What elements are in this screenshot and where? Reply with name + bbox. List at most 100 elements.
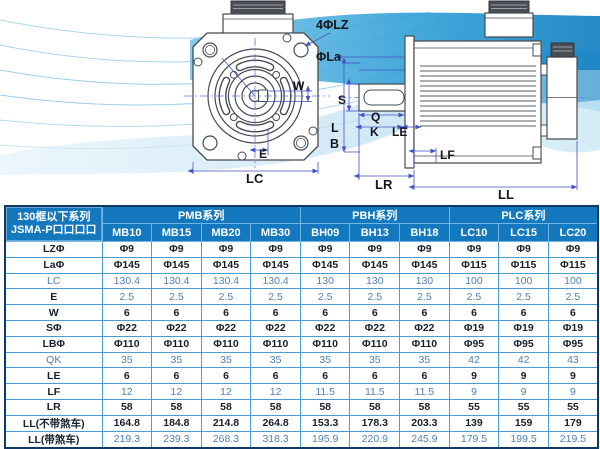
value-cell: Φ22: [101, 319, 153, 337]
value-cell: 130.4: [101, 272, 153, 290]
dim-lr: [353, 113, 415, 180]
table-row: LF 12 12 12 12 11.5 11.5 11.5 9 9 9: [4, 383, 599, 400]
value-cell: 130: [399, 272, 450, 290]
column-header: LC10: [448, 223, 500, 242]
value-cell: 220.9: [349, 430, 401, 449]
dim-e: [249, 130, 269, 155]
value-cell: Φ145: [101, 256, 153, 274]
value-cell: 6: [399, 304, 450, 321]
value-cell: 6: [151, 367, 202, 385]
value-cell: 35: [349, 351, 401, 369]
column-header: MB15: [151, 223, 202, 242]
value-cell: 6: [349, 304, 401, 321]
value-cell: 153.3: [299, 414, 351, 432]
value-cell: 6: [151, 304, 202, 321]
value-cell: 42: [498, 351, 549, 369]
value-cell: 199.5: [498, 430, 549, 449]
value-cell: Φ145: [250, 256, 301, 274]
value-cell: Φ110: [399, 335, 450, 353]
value-cell: 58: [250, 398, 301, 416]
value-cell: 58: [349, 398, 401, 416]
column-header: BH18: [399, 223, 450, 242]
value-cell: 12: [200, 383, 252, 400]
row-label: LaΦ: [4, 256, 103, 274]
value-cell: 9: [498, 383, 549, 400]
leader-lz: [304, 32, 331, 47]
value-cell: 42: [448, 351, 500, 369]
value-cell: 58: [200, 398, 252, 416]
value-cell: 6: [547, 304, 599, 321]
value-cell: 264.8: [250, 414, 301, 432]
value-cell: Φ110: [349, 335, 401, 353]
label-lc: LC: [246, 171, 264, 186]
value-cell: 130.4: [200, 272, 252, 290]
value-cell: 245.9: [399, 430, 450, 449]
value-cell: Φ115: [448, 256, 500, 274]
value-cell: Φ9: [151, 241, 202, 258]
series-group-header: PBH系列: [299, 205, 450, 224]
dim-ll: [408, 141, 578, 190]
value-cell: 219.3: [101, 430, 153, 449]
value-cell: 35: [101, 351, 153, 369]
row-label: E: [4, 288, 103, 306]
value-cell: 2.5: [448, 288, 500, 306]
value-cell: 139: [448, 414, 500, 432]
value-cell: 184.8: [151, 414, 202, 432]
table-row: LE 6 6 6 6 6 6 6 9 9 9: [4, 367, 599, 385]
value-cell: 6: [101, 367, 153, 385]
value-cell: Φ22: [200, 319, 252, 337]
label-q: Q: [371, 110, 380, 124]
row-label: LZΦ: [4, 241, 103, 258]
column-header: LC15: [498, 223, 549, 242]
value-cell: 2.5: [547, 288, 599, 306]
value-cell: Φ22: [299, 319, 351, 337]
value-cell: 2.5: [299, 288, 351, 306]
row-label: QK: [4, 351, 103, 369]
value-cell: 130.4: [151, 272, 202, 290]
value-cell: 43: [547, 351, 599, 369]
label-b: B: [330, 137, 339, 151]
value-cell: 58: [101, 398, 153, 416]
column-header: MB10: [101, 223, 153, 242]
value-cell: 164.8: [101, 414, 153, 432]
value-cell: 9: [498, 367, 549, 385]
value-cell: 2.5: [250, 288, 301, 306]
face-screws: [229, 70, 281, 122]
value-cell: Φ9: [101, 241, 153, 258]
table-row: LC 130.4 130.4 130.4 130.4 130 130 130 100 100 100: [4, 272, 599, 290]
row-label: LL(不带煞车): [4, 414, 103, 432]
value-cell: 268.3: [200, 430, 252, 449]
table-row: LaΦ Φ145 Φ145 Φ145 Φ145 Φ145 Φ145 Φ145 Φ115 Φ115 Φ…: [4, 256, 599, 274]
value-cell: 2.5: [200, 288, 252, 306]
value-cell: 6: [101, 304, 153, 321]
value-cell: 11.5: [299, 383, 351, 400]
bolt-holes: [202, 42, 309, 151]
dim-w: [267, 85, 312, 102]
label-s: S: [338, 93, 346, 107]
value-cell: 35: [151, 351, 202, 369]
label-l: L: [331, 121, 339, 135]
value-cell: Φ145: [299, 256, 351, 274]
label-e: E: [259, 147, 267, 161]
value-cell: 11.5: [349, 383, 401, 400]
value-cell: 100: [498, 272, 549, 290]
value-cell: 179.5: [448, 430, 500, 449]
technical-drawings: W E LC 4ΦLZ ΦLa: [0, 0, 600, 202]
table-row: LL(不带煞车) 164.8 184.8 214.8 264.8 153.3 178.3 20…: [4, 414, 599, 432]
value-cell: 2.5: [399, 288, 450, 306]
value-cell: Φ19: [448, 319, 500, 337]
flange-side: [404, 35, 415, 169]
value-cell: 100: [448, 272, 500, 290]
label-la: ΦLa: [316, 50, 342, 64]
value-cell: Φ145: [200, 256, 252, 274]
value-cell: Φ9: [399, 241, 450, 258]
value-cell: 179: [547, 414, 599, 432]
row-label: LL(带煞车): [4, 430, 103, 449]
value-cell: Φ22: [250, 319, 301, 337]
value-cell: 6: [299, 367, 351, 385]
table-row: LBΦ Φ110 Φ110 Φ110 Φ110 Φ110 Φ110 Φ110 Φ95 Φ95 Φ95: [4, 335, 599, 353]
value-cell: Φ110: [250, 335, 301, 353]
value-cell: 58: [151, 398, 202, 416]
value-cell: Φ95: [547, 335, 599, 353]
